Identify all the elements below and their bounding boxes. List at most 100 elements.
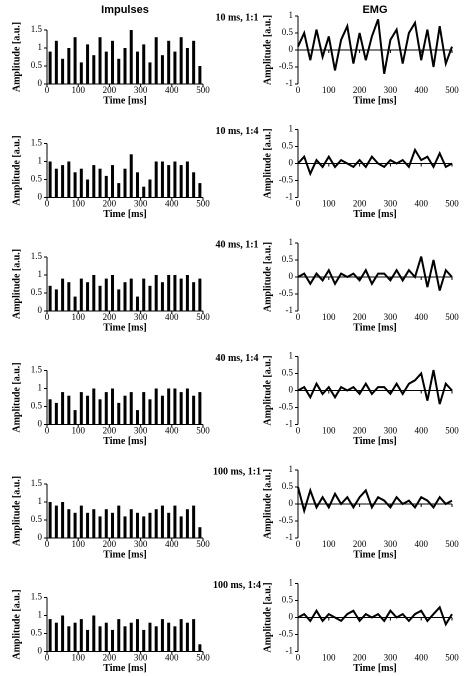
x-tick-label: 400 bbox=[414, 312, 428, 322]
y-tick-label: 0 bbox=[289, 498, 294, 508]
bar bbox=[154, 161, 158, 198]
x-tick-label: 400 bbox=[414, 539, 428, 549]
x-axis-label: Time [ms] bbox=[353, 436, 396, 447]
x-tick-label: 500 bbox=[196, 199, 210, 209]
bar bbox=[160, 161, 164, 198]
y-tick-label: 1.5 bbox=[31, 138, 43, 148]
bar bbox=[86, 512, 90, 538]
x-tick-label: 200 bbox=[103, 426, 117, 436]
x-tick-label: 300 bbox=[384, 539, 398, 549]
bar bbox=[154, 388, 158, 425]
x-tick-label: 0 bbox=[296, 539, 301, 549]
y-tick-label: 1 bbox=[289, 464, 294, 474]
x-tick-label: 400 bbox=[165, 426, 179, 436]
x-tick-label: 200 bbox=[353, 653, 367, 663]
bar bbox=[48, 502, 52, 538]
bar bbox=[148, 179, 152, 198]
x-tick-label: 400 bbox=[414, 653, 428, 663]
x-tick-label: 400 bbox=[165, 199, 179, 209]
x-tick-label: 200 bbox=[353, 85, 367, 95]
bar bbox=[86, 629, 90, 652]
x-tick-label: 200 bbox=[103, 653, 117, 663]
bar bbox=[148, 285, 152, 311]
bar bbox=[192, 619, 196, 652]
y-tick-label: 0.5 bbox=[31, 628, 43, 638]
bar bbox=[123, 282, 127, 311]
x-tick-label: 500 bbox=[445, 199, 459, 209]
x-tick-label: 100 bbox=[322, 426, 336, 436]
bar bbox=[104, 392, 108, 425]
y-tick-label: -1 bbox=[286, 646, 294, 656]
row-label: 10 ms, 1:4 bbox=[215, 126, 258, 137]
bar bbox=[86, 44, 90, 84]
y-axis-label: Amplitude [a.u.] bbox=[11, 476, 22, 546]
y-tick-label: 0.5 bbox=[282, 595, 294, 605]
bar bbox=[167, 622, 171, 652]
y-tick-label: 0 bbox=[289, 44, 294, 54]
bar bbox=[154, 37, 158, 84]
y-tick-label: 1 bbox=[38, 42, 43, 52]
bar bbox=[92, 615, 96, 652]
bar bbox=[173, 388, 177, 425]
y-axis-label: Amplitude [a.u.] bbox=[11, 589, 22, 659]
x-tick-label: 100 bbox=[322, 539, 336, 549]
bar bbox=[179, 165, 183, 198]
bar bbox=[79, 619, 83, 652]
bar bbox=[167, 165, 171, 198]
bar bbox=[192, 282, 196, 311]
y-tick-label: 0.5 bbox=[282, 27, 294, 37]
y-tick-label: -0.5 bbox=[279, 515, 294, 525]
x-axis-label: Time [ms] bbox=[353, 209, 396, 220]
bar bbox=[185, 622, 189, 652]
bar bbox=[198, 644, 202, 652]
bar bbox=[92, 55, 96, 84]
bar bbox=[48, 399, 52, 425]
bar bbox=[192, 40, 196, 84]
y-tick-label: -1 bbox=[286, 78, 294, 88]
bar bbox=[185, 275, 189, 311]
bar bbox=[173, 505, 177, 538]
x-tick-label: 100 bbox=[322, 653, 336, 663]
x-tick-label: 100 bbox=[322, 85, 336, 95]
bar bbox=[160, 55, 164, 84]
bar bbox=[54, 622, 58, 652]
y-tick-label: 0.5 bbox=[282, 368, 294, 378]
bar bbox=[198, 527, 202, 538]
bar bbox=[142, 278, 146, 311]
bar bbox=[179, 278, 183, 311]
y-tick-label: -0.5 bbox=[279, 175, 294, 185]
bar bbox=[198, 392, 202, 425]
emg-line bbox=[297, 486, 453, 515]
bar bbox=[148, 62, 152, 84]
y-tick-label: 0 bbox=[289, 385, 294, 395]
y-tick-label: 0 bbox=[38, 532, 43, 542]
x-tick-label: 400 bbox=[414, 199, 428, 209]
y-tick-label: -0.5 bbox=[279, 61, 294, 71]
x-tick-label: 300 bbox=[384, 312, 398, 322]
y-tick-label: -0.5 bbox=[279, 629, 294, 639]
x-tick-label: 500 bbox=[445, 312, 459, 322]
y-tick-label: 0.5 bbox=[282, 254, 294, 264]
bar bbox=[167, 40, 171, 84]
bar bbox=[54, 289, 58, 311]
y-tick-label: 0.5 bbox=[31, 287, 43, 297]
x-tick-label: 300 bbox=[134, 199, 148, 209]
x-axis-label: Time [ms] bbox=[103, 549, 146, 560]
y-tick-label: -1 bbox=[286, 305, 294, 315]
x-tick-label: 200 bbox=[103, 539, 117, 549]
bar bbox=[123, 626, 127, 652]
bar bbox=[86, 395, 90, 425]
bar bbox=[111, 275, 115, 311]
bar bbox=[73, 410, 77, 425]
y-axis-label: Amplitude [a.u.] bbox=[11, 22, 22, 92]
row-label: 40 ms, 1:4 bbox=[215, 353, 258, 364]
emg-line bbox=[297, 147, 453, 177]
bar bbox=[117, 619, 121, 652]
y-tick-label: 0.5 bbox=[31, 514, 43, 524]
bar bbox=[98, 168, 102, 198]
bar bbox=[98, 37, 102, 84]
y-tick-label: 0 bbox=[38, 192, 43, 202]
bar bbox=[117, 58, 121, 84]
bar bbox=[135, 410, 139, 425]
bar bbox=[129, 278, 133, 311]
